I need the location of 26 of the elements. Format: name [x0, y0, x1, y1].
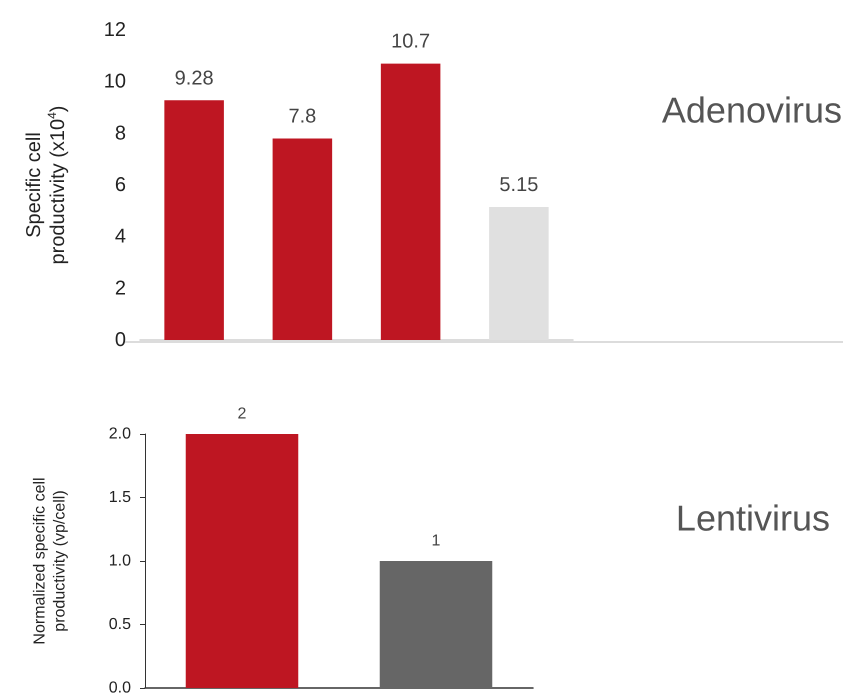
y-axis-title: Specific cell productivity (x104): [23, 106, 69, 264]
y-tick-label: 2: [114, 277, 126, 300]
bar: [164, 100, 224, 340]
data-label: 10.7: [391, 30, 430, 53]
y-tick-label: 1.0: [108, 552, 132, 570]
y-tick-label: 1.5: [108, 489, 132, 506]
text: Adenovirus: [662, 90, 842, 130]
data-label: 2: [238, 406, 247, 422]
y-tick-label: 4: [114, 226, 126, 248]
y-tick-label: 12: [104, 19, 126, 41]
y-tick-label: 10: [104, 70, 126, 93]
bar: [272, 138, 332, 340]
y-tick-label: 0: [114, 329, 126, 351]
data-label: 9.28: [174, 67, 214, 90]
y-tick-label: 6: [114, 174, 126, 196]
bar: [489, 206, 549, 340]
text: Lentivirus: [676, 498, 830, 538]
data-label: 1: [432, 532, 441, 550]
bar: [380, 64, 440, 340]
y-tick-label: 2.0: [108, 426, 132, 442]
data-label: 5.15: [499, 174, 538, 196]
y-tick-label: 8: [114, 122, 126, 144]
y-axis-title: Normalized specific cell productivity (vp/cell): [32, 477, 68, 645]
data-label: 7.8: [288, 106, 316, 128]
y-tick-label: 0.5: [108, 616, 132, 633]
y-tick-label: 0.0: [108, 680, 132, 696]
